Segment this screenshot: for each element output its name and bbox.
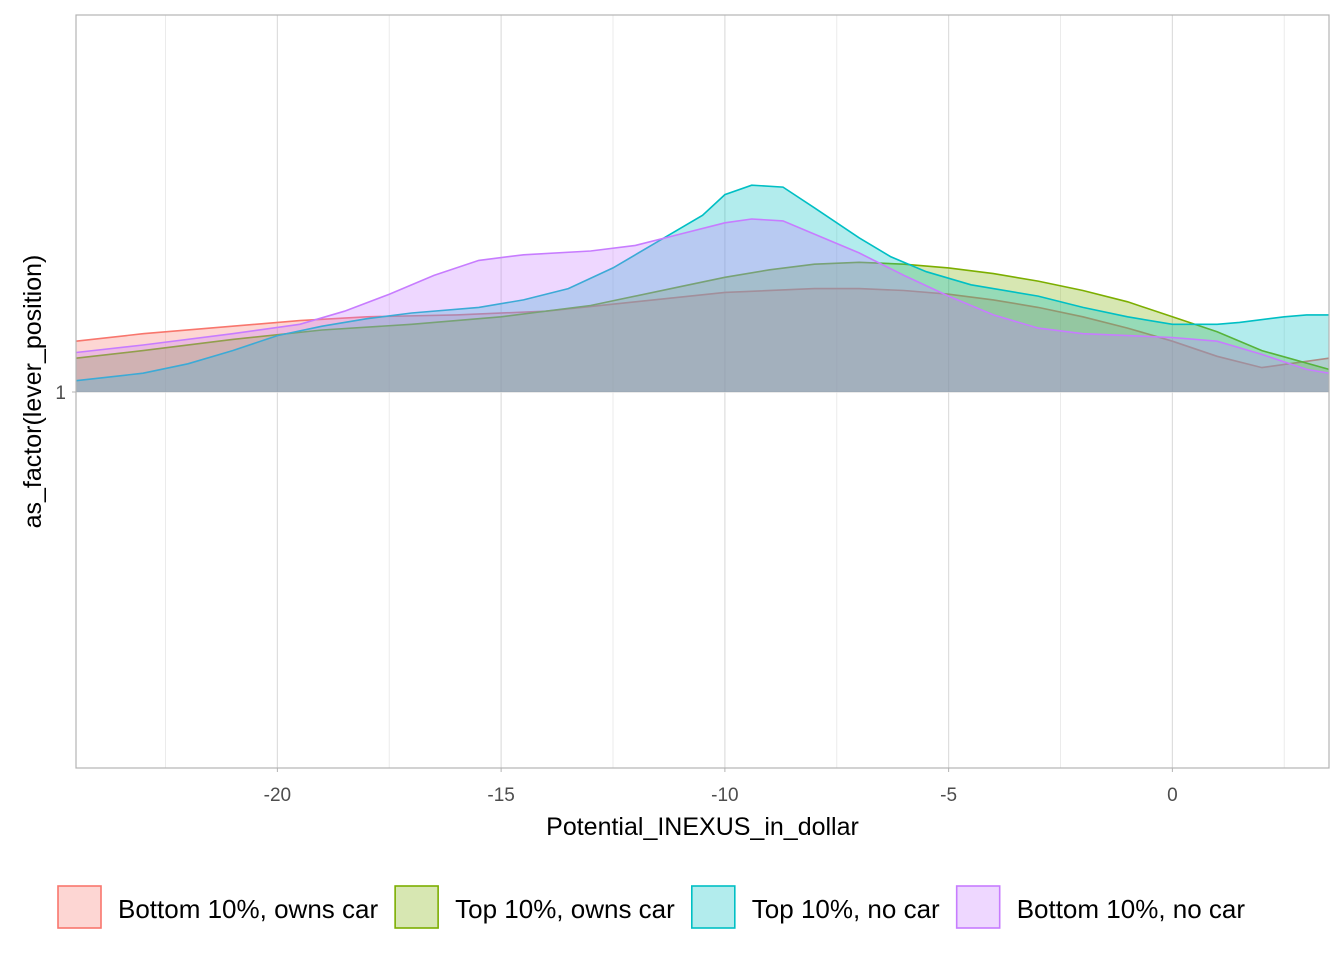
legend-item-1: Bottom 10%, owns car (57, 885, 378, 929)
legend-item-3: Top 10%, no car (690, 885, 940, 929)
x-tick-label: 0 (1167, 785, 1178, 806)
density-line-series-2 (75, 261, 1330, 371)
legend-label: Top 10%, no car (752, 894, 940, 924)
y-axis-title: as_factor(lever_position) (19, 255, 47, 529)
legend-key (57, 885, 102, 929)
legend-item-2: Top 10%, owns car (394, 885, 675, 929)
y-axis-ticks: 1 (55, 383, 76, 404)
legend-key (955, 885, 1001, 929)
x-axis-title: Potential_INEXUS_in_dollar (546, 813, 859, 841)
density-series (75, 184, 1330, 392)
x-tick-label: -15 (487, 785, 514, 806)
density-area-series-2 (76, 262, 1329, 392)
density-line-series-4 (75, 218, 1330, 374)
legend-key (690, 885, 736, 929)
legend-label: Bottom 10%, owns car (118, 894, 378, 924)
legend-label: Bottom 10%, no car (1017, 894, 1246, 924)
x-axis-ticks: -20 -15 -10 -5 0 (264, 768, 1178, 806)
x-tick-label: -10 (711, 785, 738, 806)
density-area-series-3 (76, 185, 1329, 392)
x-tick-label: -5 (940, 785, 957, 806)
legend-item-4: Bottom 10%, no car (955, 885, 1246, 929)
legend-key (394, 885, 439, 929)
y-tick-label: 1 (55, 383, 66, 404)
density-area-series-1 (76, 288, 1329, 392)
legend: Bottom 10%, owns car Top 10%, owns car Top… (57, 885, 1246, 929)
density-area-series-4 (76, 219, 1329, 392)
legend-label: Top 10%, owns car (455, 894, 675, 924)
x-tick-label: -20 (264, 785, 291, 806)
grid-lines (76, 15, 1329, 768)
density-line-series-3 (75, 184, 1329, 382)
